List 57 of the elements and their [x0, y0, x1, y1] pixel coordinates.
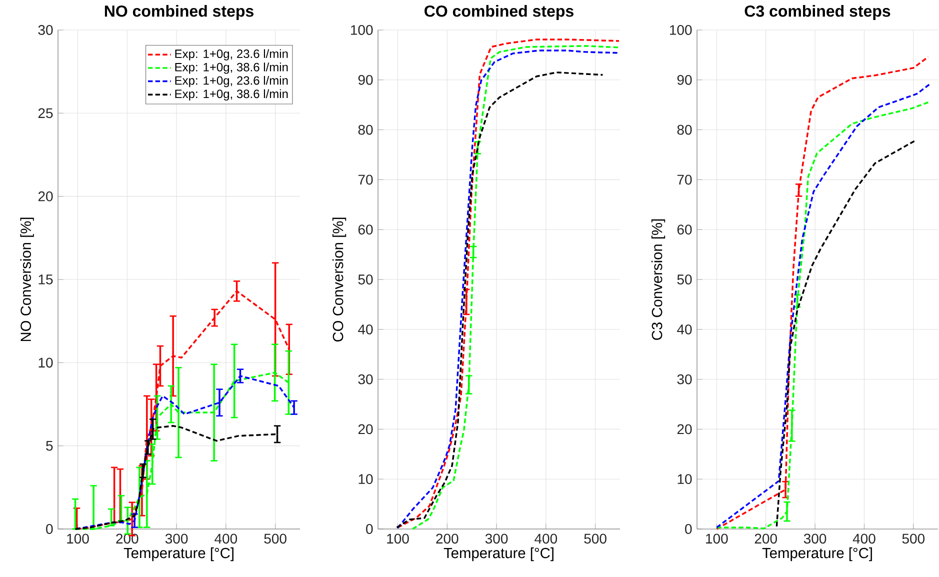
x-tick-label: 300 — [804, 534, 826, 544]
x-tick-label: 200 — [436, 534, 458, 544]
x-tick-label: 100 — [67, 534, 89, 544]
y-tick-label: 80 — [677, 124, 692, 135]
x-tick-label: 100 — [387, 534, 409, 544]
y-tick-label: 90 — [358, 74, 373, 85]
y-tick-label: 100 — [670, 25, 692, 35]
y-tick-label: 15 — [38, 274, 53, 284]
y-tick-label: 50 — [677, 274, 692, 284]
y-tick-label: 30 — [358, 374, 373, 384]
legend-label: Exp: 1+0g, 23.6 l/min — [175, 49, 288, 60]
line-series — [776, 140, 916, 528]
y-tick-label: 10 — [358, 474, 373, 484]
y-tick-label: 0 — [366, 524, 373, 534]
legend-label: Exp: 1+0g, 38.6 l/min — [175, 62, 288, 74]
y-tick-label: 20 — [677, 424, 692, 434]
x-tick-label: 300 — [165, 534, 188, 544]
x-tick-label: 400 — [534, 534, 558, 544]
x-tick-label: 400 — [214, 534, 238, 544]
legend-label: Exp: 1+0g, 23.6 l/min — [175, 76, 288, 88]
y-tick-label: 20 — [358, 424, 373, 434]
y-tick-label: 10 — [678, 474, 692, 484]
y-tick-label: 70 — [677, 174, 692, 185]
y-axis-title: C3 Conversion [%] — [651, 219, 666, 340]
y-tick-label: 40 — [677, 324, 692, 334]
y-tick-label: 60 — [677, 224, 692, 235]
x-tick-label: 300 — [485, 534, 508, 544]
chart-title: C3 combined steps — [744, 5, 890, 20]
x-axis-title: Temperature [°C] — [124, 547, 234, 562]
y-tick-label: 0 — [685, 524, 692, 534]
y-tick-label: 50 — [358, 274, 373, 284]
y-tick-label: 30 — [38, 25, 53, 35]
y-tick-label: 100 — [351, 25, 373, 35]
x-tick-label: 500 — [584, 534, 606, 544]
chart-title: CO combined steps — [424, 5, 574, 20]
y-tick-label: 0 — [46, 524, 53, 534]
y-axis-title: CO Conversion [%] — [332, 218, 346, 342]
y-tick-label: 90 — [677, 74, 692, 85]
y-tick-label: 10 — [38, 358, 53, 368]
chart-title: NO combined steps — [104, 5, 254, 20]
x-axis-title: Temperature [°C] — [762, 547, 872, 562]
y-tick-label: 25 — [38, 108, 53, 118]
x-tick-label: 100 — [706, 534, 728, 544]
y-tick-label: 60 — [358, 224, 373, 235]
y-tick-label: 30 — [677, 374, 692, 384]
y-tick-label: 20 — [38, 191, 53, 202]
x-tick-label: 200 — [754, 534, 777, 544]
y-axis-title: NO Conversion [%] — [20, 218, 34, 342]
y-tick-label: 5 — [46, 440, 53, 451]
x-tick-label: 500 — [264, 534, 286, 544]
y-tick-label: 80 — [358, 124, 373, 135]
legend-label: Exp: 1+0g, 38.6 l/min — [175, 89, 288, 100]
y-tick-label: 40 — [358, 324, 373, 334]
x-tick-label: 500 — [902, 534, 925, 544]
x-tick-label: 400 — [852, 534, 876, 544]
x-axis-title: Temperature [°C] — [444, 547, 554, 562]
y-tick-label: 70 — [358, 174, 373, 185]
